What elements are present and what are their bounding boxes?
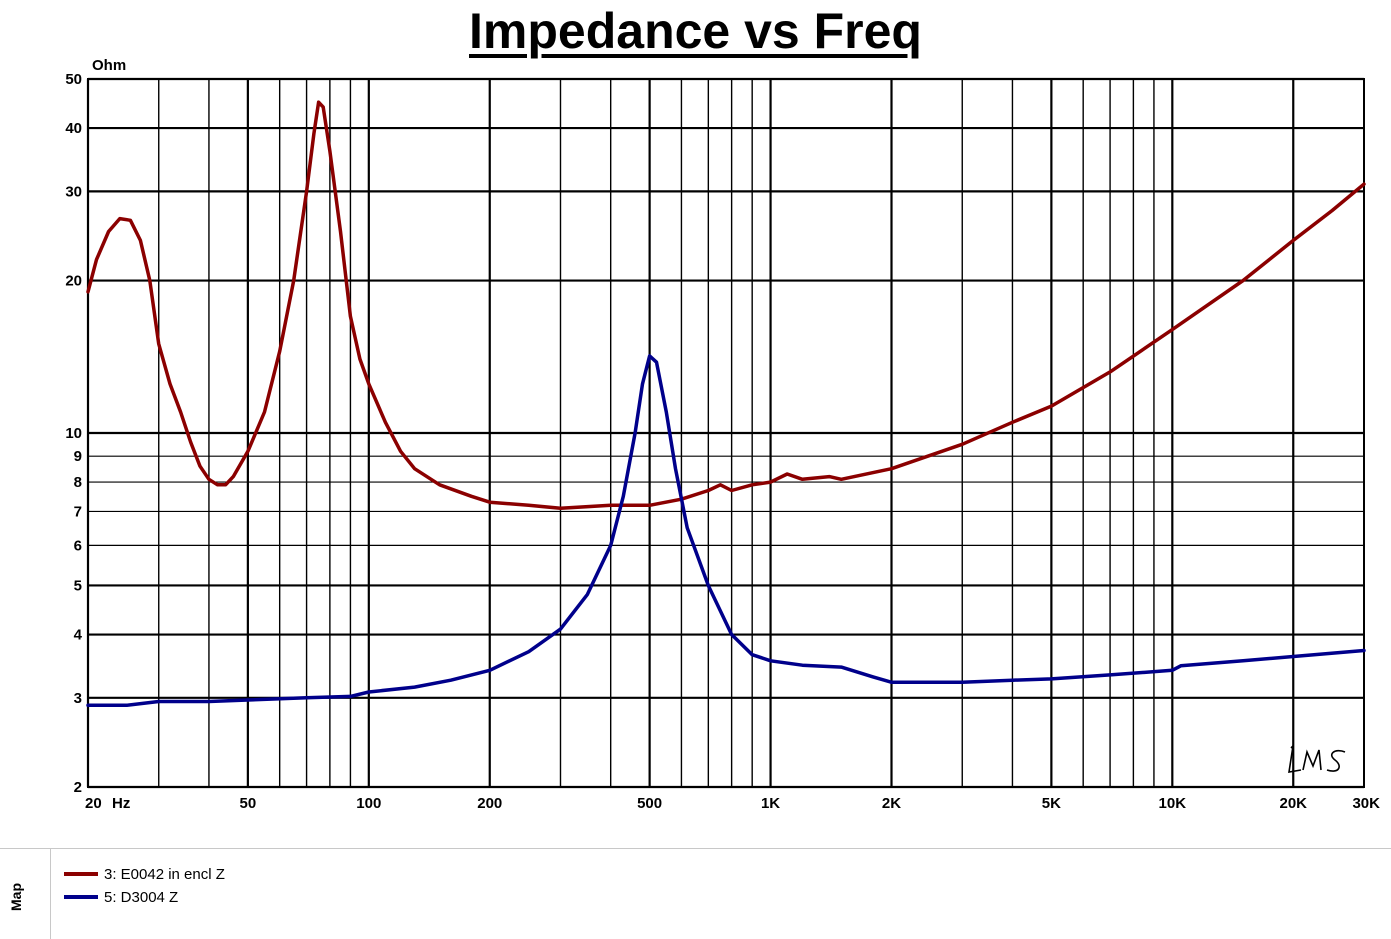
y-unit-label: Ohm (92, 57, 126, 74)
x-tick-label: 20K (1279, 795, 1307, 812)
y-tick-label: 20 (65, 273, 82, 290)
y-tick-label: 3 (74, 690, 82, 707)
lms-signature-logo (1288, 745, 1346, 773)
y-tick-labels: 2 3 4 5 6 7 8 9 10 20 30 40 50 (65, 71, 82, 796)
y-tick-label: 30 (65, 183, 82, 200)
y-tick-label: 4 (74, 627, 83, 644)
y-tick-label: 40 (65, 120, 82, 137)
x-tick-label: 1K (761, 795, 780, 812)
y-tick-label: 9 (74, 448, 82, 465)
legend-label: 3: E0042 in encl Z (104, 865, 225, 883)
map-label-box: Map (0, 849, 51, 939)
x-tick-label: 20 (85, 795, 102, 812)
x-tick-label: 2K (882, 795, 901, 812)
map-label: Map (8, 883, 24, 911)
x-tick-label: 10K (1159, 795, 1187, 812)
y-tick-label: 2 (74, 779, 82, 796)
x-tick-labels: 20 50 100 200 500 1K 2K 5K 10K 20K 30K (85, 795, 1380, 812)
x-unit-label: Hz (112, 795, 130, 812)
legend-item-e0042: 3: E0042 in encl Z (64, 865, 225, 883)
legend-panel: Map 3: E0042 in encl Z 5: D3004 Z (0, 848, 1391, 939)
y-tick-label: 10 (65, 425, 82, 442)
x-tick-label: 200 (477, 795, 502, 812)
legend-item-d3004: 5: D3004 Z (64, 888, 178, 906)
impedance-chart: 20 50 100 200 500 1K 2K 5K 10K 20K 30K 23456789102… (65, 57, 1380, 812)
legend-swatch-blue (64, 895, 98, 899)
plot-border (87, 78, 1365, 788)
y-tick-label: 7 (74, 503, 82, 520)
y-tick-label: 6 (74, 537, 82, 554)
chart-title: Impedance vs Freq (469, 3, 922, 59)
x-tick-label: 100 (356, 795, 381, 812)
y-tick-label: 50 (65, 71, 82, 88)
x-tick-label: 5K (1042, 795, 1061, 812)
x-tick-label: 50 (240, 795, 257, 812)
series-line-d3004 (86, 354, 1366, 708)
x-tick-label: 30K (1352, 795, 1380, 812)
legend-label: 5: D3004 Z (104, 888, 179, 906)
x-tick-label: 500 (637, 795, 662, 812)
y-tick-label: 8 (74, 474, 82, 491)
legend-swatch-red (64, 872, 98, 876)
y-tick-label: 5 (74, 577, 82, 594)
series-line-e0042 (86, 100, 1366, 511)
series-layer (86, 100, 1366, 708)
